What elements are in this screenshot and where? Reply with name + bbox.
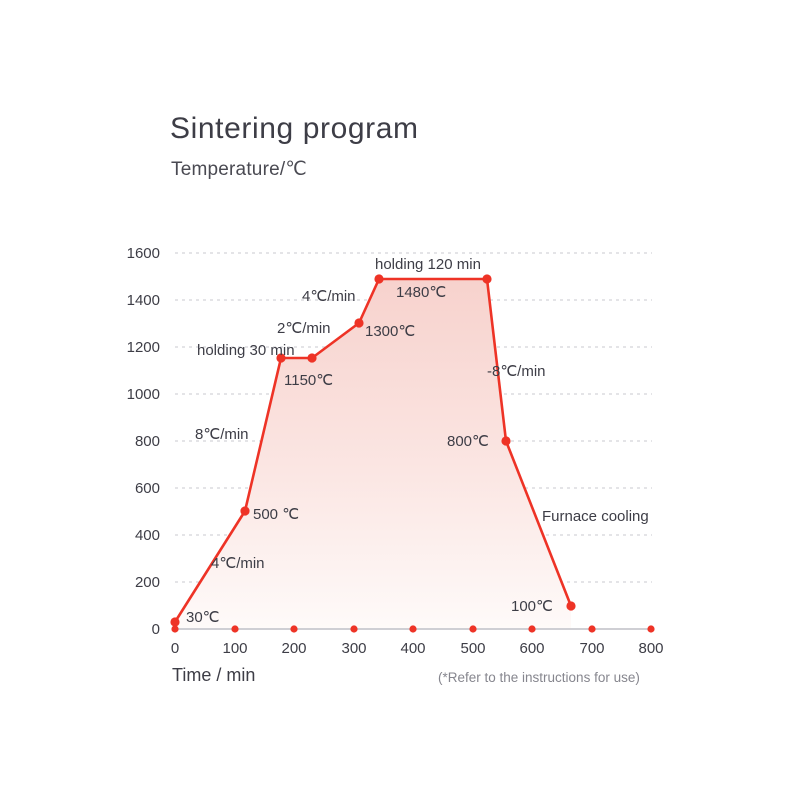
data-point bbox=[501, 436, 511, 446]
x-tick-100: 100 bbox=[222, 640, 247, 657]
annotation-rate-4: 4℃/min bbox=[302, 288, 356, 305]
x-tick-600: 600 bbox=[519, 640, 544, 657]
chart-subtitle: Temperature/℃ bbox=[171, 159, 307, 180]
y-tick-800: 800 bbox=[135, 433, 160, 450]
x-tick-700: 700 bbox=[579, 640, 604, 657]
data-point bbox=[374, 274, 384, 284]
annotation-hold-2: holding 120 min bbox=[375, 256, 481, 273]
x-tick-500: 500 bbox=[460, 640, 485, 657]
x-axis-tick-labels: 0 100 200 300 400 500 600 700 800 bbox=[171, 640, 664, 657]
x-tick-200: 200 bbox=[281, 640, 306, 657]
annotation-rate-5: -8℃/min bbox=[487, 363, 546, 380]
annotation-temp-100: 100℃ bbox=[511, 598, 553, 615]
annotation-rate-3: 2℃/min bbox=[277, 320, 331, 337]
x-axis-title: Time / min bbox=[172, 665, 256, 685]
data-point bbox=[307, 353, 317, 363]
annotation-temp-1300: 1300℃ bbox=[365, 323, 415, 340]
data-point bbox=[482, 274, 492, 284]
y-tick-600: 600 bbox=[135, 480, 160, 497]
annotation-furnace-cooling: Furnace cooling bbox=[542, 508, 649, 525]
annotation-start-temp: 30℃ bbox=[186, 609, 220, 626]
data-point bbox=[240, 506, 250, 516]
annotation-rate-1: 4℃/min bbox=[211, 555, 265, 572]
annotation-temp-800: 800℃ bbox=[447, 433, 489, 450]
annotation-temp-1480: 1480℃ bbox=[396, 284, 446, 301]
data-point bbox=[354, 318, 364, 328]
y-axis-tick-labels: 0 200 400 600 800 1000 1200 1400 1600 bbox=[127, 245, 160, 638]
page-title: Sintering program bbox=[170, 112, 419, 145]
annotation-rate-2: 8℃/min bbox=[195, 426, 249, 443]
y-tick-200: 200 bbox=[135, 574, 160, 591]
y-tick-1400: 1400 bbox=[127, 292, 160, 309]
y-tick-1200: 1200 bbox=[127, 339, 160, 356]
x-tick-300: 300 bbox=[341, 640, 366, 657]
annotation-hold-1: holding 30 min bbox=[197, 342, 295, 359]
y-tick-400: 400 bbox=[135, 527, 160, 544]
area-fill bbox=[175, 279, 571, 629]
annotation-temp-1150: 1150℃ bbox=[284, 372, 333, 389]
chart-annotations: 30℃ 4℃/min 500 ℃ 8℃/min holding 30 min 1… bbox=[186, 256, 649, 626]
data-point bbox=[566, 601, 576, 611]
x-tick-800: 800 bbox=[638, 640, 663, 657]
x-axis-markers bbox=[171, 625, 655, 633]
annotation-temp-500: 500 ℃ bbox=[253, 506, 299, 523]
y-tick-1000: 1000 bbox=[127, 386, 160, 403]
y-tick-1600: 1600 bbox=[127, 245, 160, 262]
y-tick-0: 0 bbox=[152, 621, 160, 638]
x-tick-400: 400 bbox=[400, 640, 425, 657]
chart-footnote: (*Refer to the instructions for use) bbox=[438, 670, 640, 685]
x-tick-0: 0 bbox=[171, 640, 179, 657]
data-point bbox=[170, 617, 180, 627]
data-point bbox=[276, 353, 286, 363]
series-points bbox=[170, 274, 576, 627]
